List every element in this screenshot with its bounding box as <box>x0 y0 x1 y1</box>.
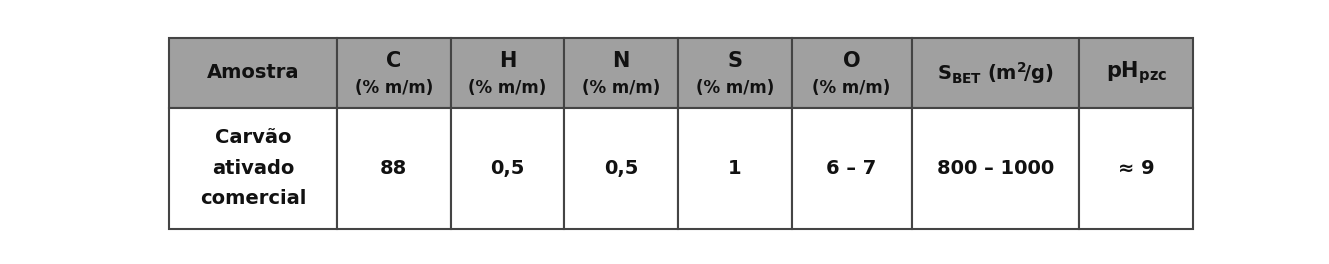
Text: 1: 1 <box>728 159 742 178</box>
Bar <box>1079 107 1193 229</box>
Text: 800 – 1000: 800 – 1000 <box>937 159 1054 178</box>
Bar <box>451 107 565 229</box>
Bar <box>792 107 912 229</box>
Bar <box>912 107 1079 229</box>
Bar <box>565 38 678 107</box>
Text: O: O <box>843 51 860 71</box>
Bar <box>169 38 338 107</box>
Bar <box>678 38 792 107</box>
Bar <box>565 107 678 229</box>
Text: 0,5: 0,5 <box>490 159 525 178</box>
Bar <box>1079 38 1193 107</box>
Text: H: H <box>498 51 516 71</box>
Text: $\mathbf{S}_{\mathbf{BET}}$ $\mathbf{(m^2\!/g)}$: $\mathbf{S}_{\mathbf{BET}}$ $\mathbf{(m^… <box>937 60 1054 86</box>
Bar <box>792 38 912 107</box>
Bar <box>338 38 451 107</box>
Text: (% m/m): (% m/m) <box>582 79 661 97</box>
Bar <box>451 38 565 107</box>
Bar <box>169 107 338 229</box>
Text: Carvão: Carvão <box>215 128 291 147</box>
Text: Amostra: Amostra <box>207 63 299 82</box>
Text: (% m/m): (% m/m) <box>355 79 433 97</box>
Text: ativado: ativado <box>211 159 294 178</box>
Text: S: S <box>727 51 742 71</box>
Text: 0,5: 0,5 <box>603 159 638 178</box>
Text: C: C <box>387 51 401 71</box>
Text: 88: 88 <box>380 159 408 178</box>
Text: ≈ 9: ≈ 9 <box>1118 159 1155 178</box>
Text: (% m/m): (% m/m) <box>695 79 773 97</box>
Bar <box>678 107 792 229</box>
Text: N: N <box>613 51 630 71</box>
Bar <box>912 38 1079 107</box>
Text: comercial: comercial <box>199 189 306 208</box>
Text: 6 – 7: 6 – 7 <box>827 159 877 178</box>
Text: $\mathbf{pH}_{\mathbf{pzc}}$: $\mathbf{pH}_{\mathbf{pzc}}$ <box>1106 59 1167 86</box>
Bar <box>338 107 451 229</box>
Text: (% m/m): (% m/m) <box>812 79 890 97</box>
Text: (% m/m): (% m/m) <box>468 79 546 97</box>
